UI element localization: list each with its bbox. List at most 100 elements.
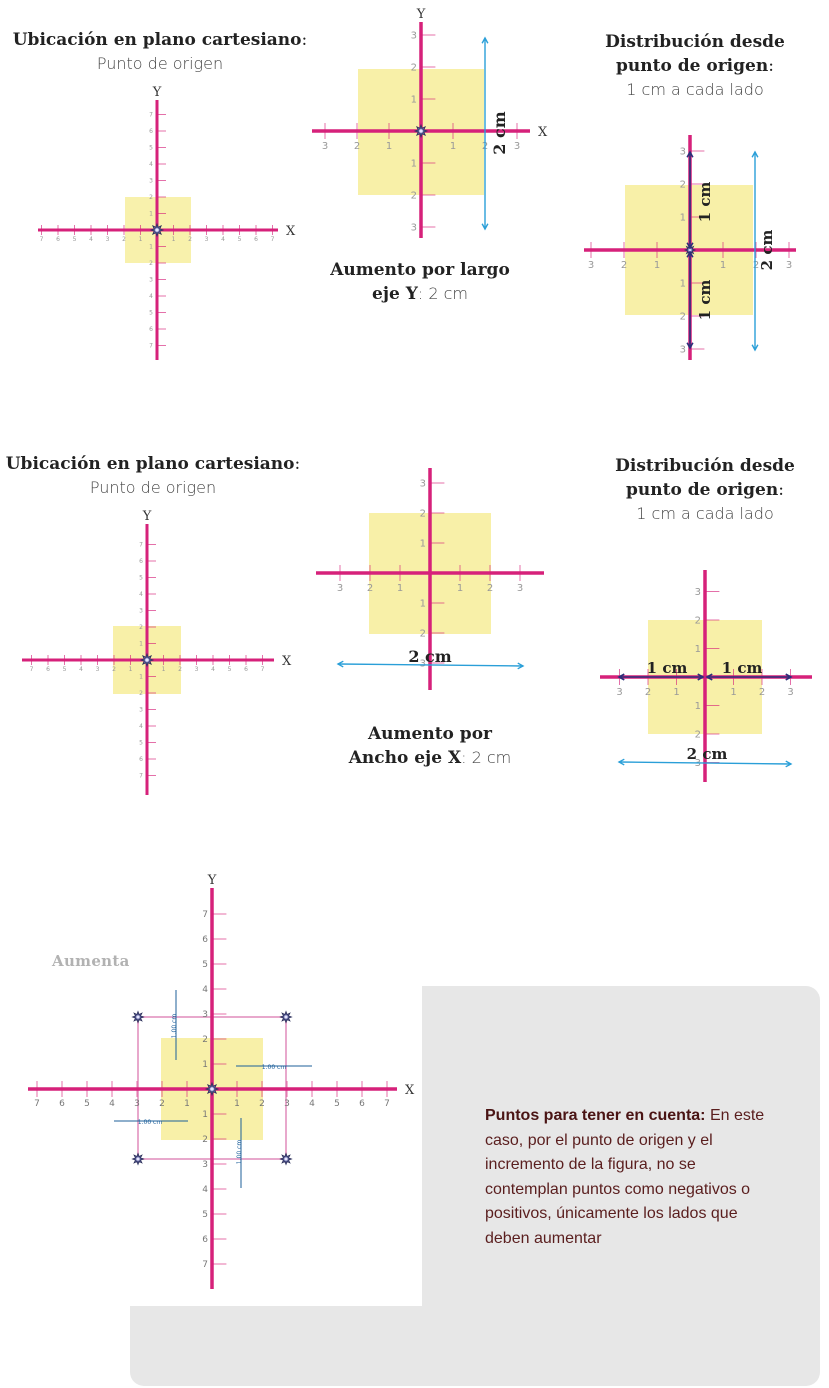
row2-left-subtitle: Punto de origen bbox=[89, 478, 217, 497]
r2-left-y-tick-label: 3 bbox=[139, 608, 143, 615]
r2-left-x-tick-label: 6 bbox=[244, 666, 248, 673]
r1-mid-y-tick-label: 2 bbox=[411, 191, 417, 202]
row1-left-title-colon: : bbox=[301, 30, 308, 50]
big-x-tick-label: 1 bbox=[184, 1099, 190, 1109]
big-y-tick-label: 2 bbox=[202, 1135, 208, 1145]
r1-left-origin-star-center bbox=[155, 228, 159, 232]
r1-right-x-tick-label: 1 bbox=[654, 260, 660, 271]
row1-middle-caption-rest: : 2 cm bbox=[417, 284, 468, 303]
r2-left-x-tick-label: 7 bbox=[261, 666, 265, 673]
r2-right-x-tick-label: 2 bbox=[759, 687, 765, 698]
note-body: En este caso, por el punto de origen y e… bbox=[485, 1107, 765, 1247]
r2-left-y-tick-label: 6 bbox=[139, 756, 143, 763]
row2-middle-caption-line1: Aumento por bbox=[367, 724, 492, 744]
r1-right-y-tick-label: 3 bbox=[680, 147, 686, 158]
r1-left-x-tick-label: 4 bbox=[89, 236, 93, 243]
row2-middle-caption-rest: : 2 cm bbox=[461, 748, 512, 767]
row1-right-title: Distribución desde punto de origen: 1 cm… bbox=[590, 30, 800, 102]
r1-right-half-arrow-top-head bbox=[686, 150, 694, 158]
r1-right-measure-label: 2 cm bbox=[758, 230, 776, 271]
r2-left-x-tick-label: 3 bbox=[96, 666, 100, 673]
row1-middle-caption-line1: Aumento por largo bbox=[330, 260, 510, 280]
r2-right-measure-arrow-head bbox=[617, 758, 625, 766]
big-origin-star-center bbox=[210, 1087, 214, 1091]
r2-mid-measure-label: 2 cm bbox=[408, 647, 451, 666]
r1-right-measure-arrow-head bbox=[751, 150, 759, 158]
r1-left-y-tick-label: 1 bbox=[149, 244, 153, 251]
r2-right-half-label-left: 1 cm bbox=[647, 659, 688, 677]
r1-right-x-tick-label: 1 bbox=[720, 260, 726, 271]
row2-left-title: Ubicación en plano cartesiano: Punto de … bbox=[0, 452, 306, 500]
big-y-tick-label: 5 bbox=[202, 960, 208, 970]
row1-middle-caption-bold: eje Y bbox=[372, 284, 418, 304]
big-x-tick-label: 4 bbox=[309, 1099, 315, 1109]
r2-right-y-tick-label: 1 bbox=[695, 644, 701, 655]
big-dim-top-label: 1.00 cm bbox=[171, 1014, 178, 1039]
r1-right-half-label-bottom: 1 cm bbox=[696, 280, 714, 321]
big-x-tick-label: 5 bbox=[84, 1099, 90, 1109]
r2-right-x-tick-label: 1 bbox=[730, 687, 736, 698]
r2-right-measure-label: 2 cm bbox=[687, 745, 728, 763]
r2-left-x-tick-label: 5 bbox=[228, 666, 232, 673]
r2-mid-x-tick-label: 3 bbox=[337, 583, 343, 594]
r1-right-x-tick-label: 3 bbox=[588, 260, 594, 271]
r1-left-x-tick-label: 6 bbox=[56, 236, 60, 243]
note-bold: Puntos para tener en cuenta: bbox=[485, 1107, 706, 1124]
r2-mid-measure-arrow-head bbox=[336, 660, 344, 668]
big-corner-star-bl-center bbox=[136, 1157, 140, 1161]
big-x-tick-label: 1 bbox=[234, 1099, 240, 1109]
r2-mid-measure-arrow-head bbox=[517, 662, 525, 670]
r1-left-x-tick-label: 5 bbox=[238, 236, 242, 243]
r2-right-half-arrow-left-head bbox=[697, 673, 705, 681]
r1-left-x-tick-label: 1 bbox=[172, 236, 176, 243]
row1-right-title-line1: Distribución desde bbox=[605, 32, 785, 52]
big-x-tick-label: 3 bbox=[284, 1099, 290, 1109]
row1-middle-caption: Aumento por largo eje Y: 2 cm bbox=[320, 258, 520, 306]
big-corner-star-tr-center bbox=[284, 1015, 288, 1019]
r2-mid-x-tick-label: 1 bbox=[457, 583, 463, 594]
r1-mid-y-tick-label: 1 bbox=[411, 159, 417, 170]
big-x-tick-label: 3 bbox=[134, 1099, 140, 1109]
r2-left-origin-star-center bbox=[145, 658, 149, 662]
r1-right-y-tick-label: 3 bbox=[680, 345, 686, 356]
r2-left-x-tick-label: 2 bbox=[178, 666, 182, 673]
big-x-tick-label: 7 bbox=[34, 1099, 40, 1109]
r1-right-half-label-top: 1 cm bbox=[696, 182, 714, 223]
r2-right-x-tick-label: 2 bbox=[645, 687, 651, 698]
r1-right-half-arrow-bottom-head bbox=[686, 250, 694, 258]
r2-left-y-tick-label: 6 bbox=[139, 558, 143, 565]
r2-right-half-arrow-right-head bbox=[705, 673, 713, 681]
r1-left-y-tick-label: 7 bbox=[149, 112, 153, 119]
big-dim-right-label: 1.00 cm bbox=[262, 1064, 287, 1071]
r1-left-x-tick-label: 2 bbox=[188, 236, 192, 243]
big-x-tick-label: 5 bbox=[334, 1099, 340, 1109]
row2-middle-caption: Aumento por Ancho eje X: 2 cm bbox=[330, 722, 530, 770]
r1-right-origin-star-center bbox=[688, 248, 692, 252]
r2-mid-x-tick-label: 2 bbox=[367, 583, 373, 594]
r1-left-y-tick-label: 2 bbox=[149, 260, 153, 267]
r1-left-y-tick-label: 6 bbox=[149, 128, 153, 135]
r2-mid-x-tick-label: 2 bbox=[487, 583, 493, 594]
r1-left-x-tick-label: 7 bbox=[40, 236, 44, 243]
r1-left-y-tick-label: 3 bbox=[149, 277, 153, 284]
r2-right-y-tick-label: 2 bbox=[695, 730, 701, 741]
big-x-tick-label: 7 bbox=[384, 1099, 390, 1109]
r2-left-y-tick-label: 3 bbox=[139, 707, 143, 714]
r2-left-y-tick-label: 2 bbox=[139, 624, 143, 631]
r1-left-y-axis-label: Y bbox=[152, 85, 162, 100]
aumenta-label: Aumenta bbox=[52, 952, 130, 970]
r1-right-y-tick-label: 1 bbox=[680, 213, 686, 224]
r1-left-y-tick-label: 4 bbox=[149, 161, 153, 168]
r1-left-y-tick-label: 1 bbox=[149, 211, 153, 218]
big-y-tick-label: 1 bbox=[202, 1110, 208, 1120]
r1-mid-x-axis-label: X bbox=[538, 125, 548, 140]
r1-mid-measure-arrow-head bbox=[481, 223, 489, 231]
row2-right-subtitle: 1 cm a cada lado bbox=[636, 504, 774, 523]
r1-left-y-tick-label: 7 bbox=[149, 343, 153, 350]
r2-left-y-tick-label: 5 bbox=[139, 740, 143, 747]
r2-left-x-tick-label: 1 bbox=[162, 666, 166, 673]
r2-mid-y-tick-label: 2 bbox=[420, 509, 426, 520]
big-corner-star-br-center bbox=[284, 1157, 288, 1161]
r1-mid-y-axis-label: Y bbox=[416, 7, 426, 22]
row2-left-title-colon: : bbox=[294, 454, 301, 474]
